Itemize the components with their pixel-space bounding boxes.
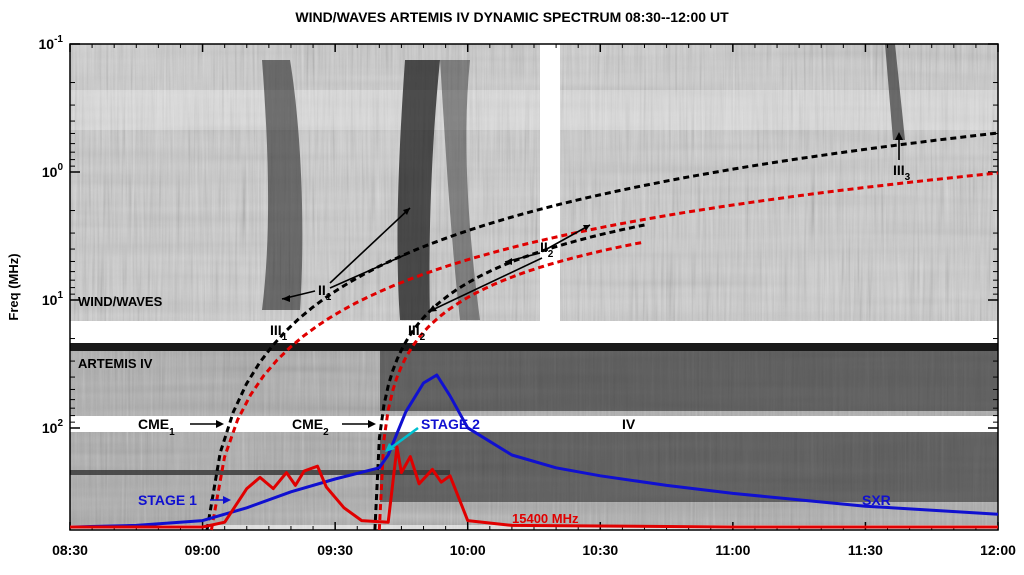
wind-waves-spectrogram — [70, 44, 998, 321]
x-tick-label: 10:00 — [450, 542, 486, 558]
x-tick-label: 09:00 — [185, 542, 221, 558]
label-stage2: STAGE 2 — [421, 416, 480, 432]
series-line-15400-mhz — [70, 445, 998, 529]
cme-curve — [205, 131, 999, 531]
x-tick-label: 12:00 — [980, 542, 1016, 558]
chart-title: WIND/WAVES ARTEMIS IV DYNAMIC SPECTRUM 0… — [295, 9, 729, 25]
y-tick-label: 102 — [42, 418, 64, 436]
label-CME1: CME1 — [138, 416, 175, 438]
label-stage1: STAGE 1 — [138, 492, 197, 508]
label-SXR: SXR — [862, 492, 891, 508]
label-IV: IV — [622, 416, 636, 432]
label-III2: III2 — [408, 322, 426, 343]
series-lines — [69, 373, 999, 529]
x-tick-label: 09:30 — [317, 542, 353, 558]
gap-band — [70, 321, 998, 343]
label-15400: 15400 MHz — [512, 511, 579, 526]
label-III3: III3 — [893, 162, 911, 183]
x-tick-label: 11:30 — [848, 542, 883, 558]
annotation-labels: II1 II2 III1 III2 III3 CME1 CME2 STAGE 2… — [138, 162, 911, 526]
y-tick-label: 10-1 — [39, 34, 64, 52]
label-II1: II1 — [318, 282, 332, 303]
wind-waves-label: WIND/WAVES — [78, 294, 163, 309]
y-tick-label: 101 — [42, 290, 64, 308]
label-II2: II2 — [540, 239, 554, 260]
y-axis: 10-1 100 101 102 — [39, 34, 998, 436]
y-axis-label: Freq (MHz) — [6, 253, 21, 320]
artemis-label: ARTEMIS IV — [78, 356, 153, 371]
cme-curve — [209, 171, 999, 531]
artemis-spectrogram — [70, 343, 998, 531]
series-line-sxr — [69, 373, 999, 529]
cme-curve — [377, 240, 645, 531]
x-tick-label: 08:30 — [52, 542, 88, 558]
arrow-heads — [216, 132, 903, 504]
y-tick-label: 100 — [42, 162, 64, 180]
label-III1: III1 — [270, 322, 288, 343]
x-tick-label: 11:00 — [715, 542, 750, 558]
x-tick-label: 10:30 — [582, 542, 618, 558]
label-CME2: CME2 — [292, 416, 329, 438]
